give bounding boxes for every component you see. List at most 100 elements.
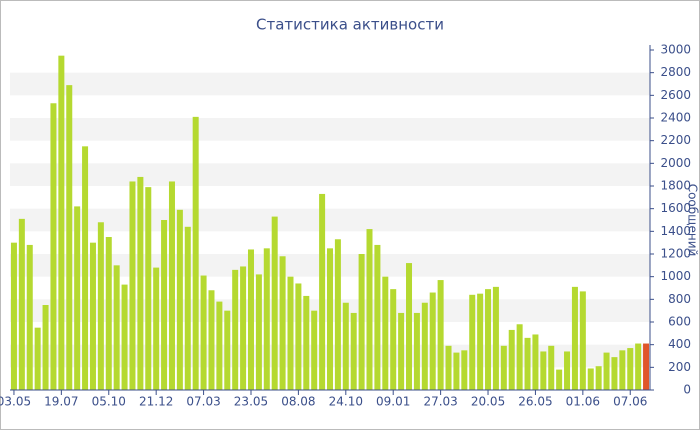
bar <box>168 181 175 390</box>
bar <box>516 324 523 390</box>
bar <box>477 293 484 390</box>
bar <box>271 216 278 390</box>
bar <box>129 181 136 390</box>
bar <box>161 220 168 390</box>
bar <box>82 146 89 390</box>
bar <box>611 357 618 390</box>
bar <box>66 85 73 390</box>
y-tick-label: 200 <box>668 360 691 374</box>
bar <box>382 276 389 390</box>
bar <box>358 254 365 390</box>
bar <box>627 348 634 390</box>
x-tick-label: 26.05 <box>518 395 552 409</box>
bar <box>587 368 594 390</box>
x-tick-label: 27.03 <box>423 395 457 409</box>
y-tick-label: 2400 <box>660 111 691 125</box>
bar <box>421 302 428 390</box>
bar <box>26 244 33 390</box>
y-axis-label: Сообщений <box>686 184 700 257</box>
y-tick-label: 2800 <box>660 65 691 79</box>
bar <box>579 291 586 390</box>
y-tick-label: 1000 <box>660 269 691 283</box>
bar <box>153 267 160 390</box>
bar <box>500 345 507 390</box>
grid-band <box>10 208 650 232</box>
bar <box>508 329 515 390</box>
bar <box>350 312 357 390</box>
bar <box>619 350 626 390</box>
bar <box>374 244 381 390</box>
bar <box>105 237 112 390</box>
bar <box>334 239 341 390</box>
bar <box>548 345 555 390</box>
x-tick-label: 23.05 <box>234 395 268 409</box>
x-tick-label: 20.05 <box>471 395 505 409</box>
bar <box>366 229 373 390</box>
bar <box>342 302 349 390</box>
bar <box>247 249 254 390</box>
bar <box>453 352 460 390</box>
y-tick-label: 2600 <box>660 88 691 102</box>
bar <box>263 248 270 390</box>
bar <box>287 276 294 390</box>
x-tick-label: 01.06 <box>566 395 600 409</box>
bar <box>643 343 650 390</box>
bar <box>113 265 120 390</box>
bar <box>390 289 397 390</box>
bar <box>208 290 215 390</box>
bar <box>445 345 452 390</box>
bar <box>10 242 17 390</box>
bar <box>635 343 642 390</box>
bar <box>571 286 578 390</box>
x-tick-label: 21.12 <box>139 395 173 409</box>
bar <box>279 256 286 390</box>
bar <box>540 351 547 390</box>
chart-title: Статистика активности <box>256 16 444 34</box>
x-tick-label: 24.10 <box>329 395 363 409</box>
y-tick-label: 0 <box>683 383 691 397</box>
bar <box>406 263 413 390</box>
bar <box>216 301 223 390</box>
bar <box>192 116 199 390</box>
bar <box>564 351 571 390</box>
x-tick-label: 07.03 <box>186 395 220 409</box>
x-tick-label: 03.05 <box>0 395 31 409</box>
bar <box>485 289 492 390</box>
bar <box>74 206 81 390</box>
bar <box>295 283 302 390</box>
bar <box>556 369 563 390</box>
y-tick-label: 1400 <box>660 224 691 238</box>
bar <box>176 209 183 390</box>
y-tick-label: 3000 <box>660 43 691 57</box>
y-tick-label: 2200 <box>660 133 691 147</box>
y-tick-label: 2000 <box>660 156 691 170</box>
bar <box>89 242 96 390</box>
y-tick-label: 1600 <box>660 201 691 215</box>
bar <box>595 366 602 390</box>
bar <box>469 294 476 390</box>
bar <box>224 310 231 390</box>
grid-band <box>10 163 650 186</box>
bar <box>398 312 405 390</box>
bar <box>34 327 41 390</box>
bar <box>492 286 499 390</box>
y-tick-label: 600 <box>668 315 691 329</box>
bar <box>240 266 247 390</box>
x-tick-label: 07.06 <box>613 395 647 409</box>
x-tick-label: 08.08 <box>281 395 315 409</box>
bar <box>121 284 128 390</box>
bar <box>137 176 144 390</box>
bar <box>200 275 207 390</box>
bar <box>18 218 25 390</box>
bar <box>326 248 334 390</box>
bar <box>50 103 57 391</box>
grid-band <box>10 72 650 96</box>
bar <box>42 305 49 390</box>
bar <box>184 226 191 390</box>
bar <box>232 269 239 390</box>
bar <box>303 295 310 390</box>
y-tick-label: 800 <box>668 292 691 306</box>
bar <box>145 187 152 390</box>
y-tick-label: 1800 <box>660 179 691 193</box>
